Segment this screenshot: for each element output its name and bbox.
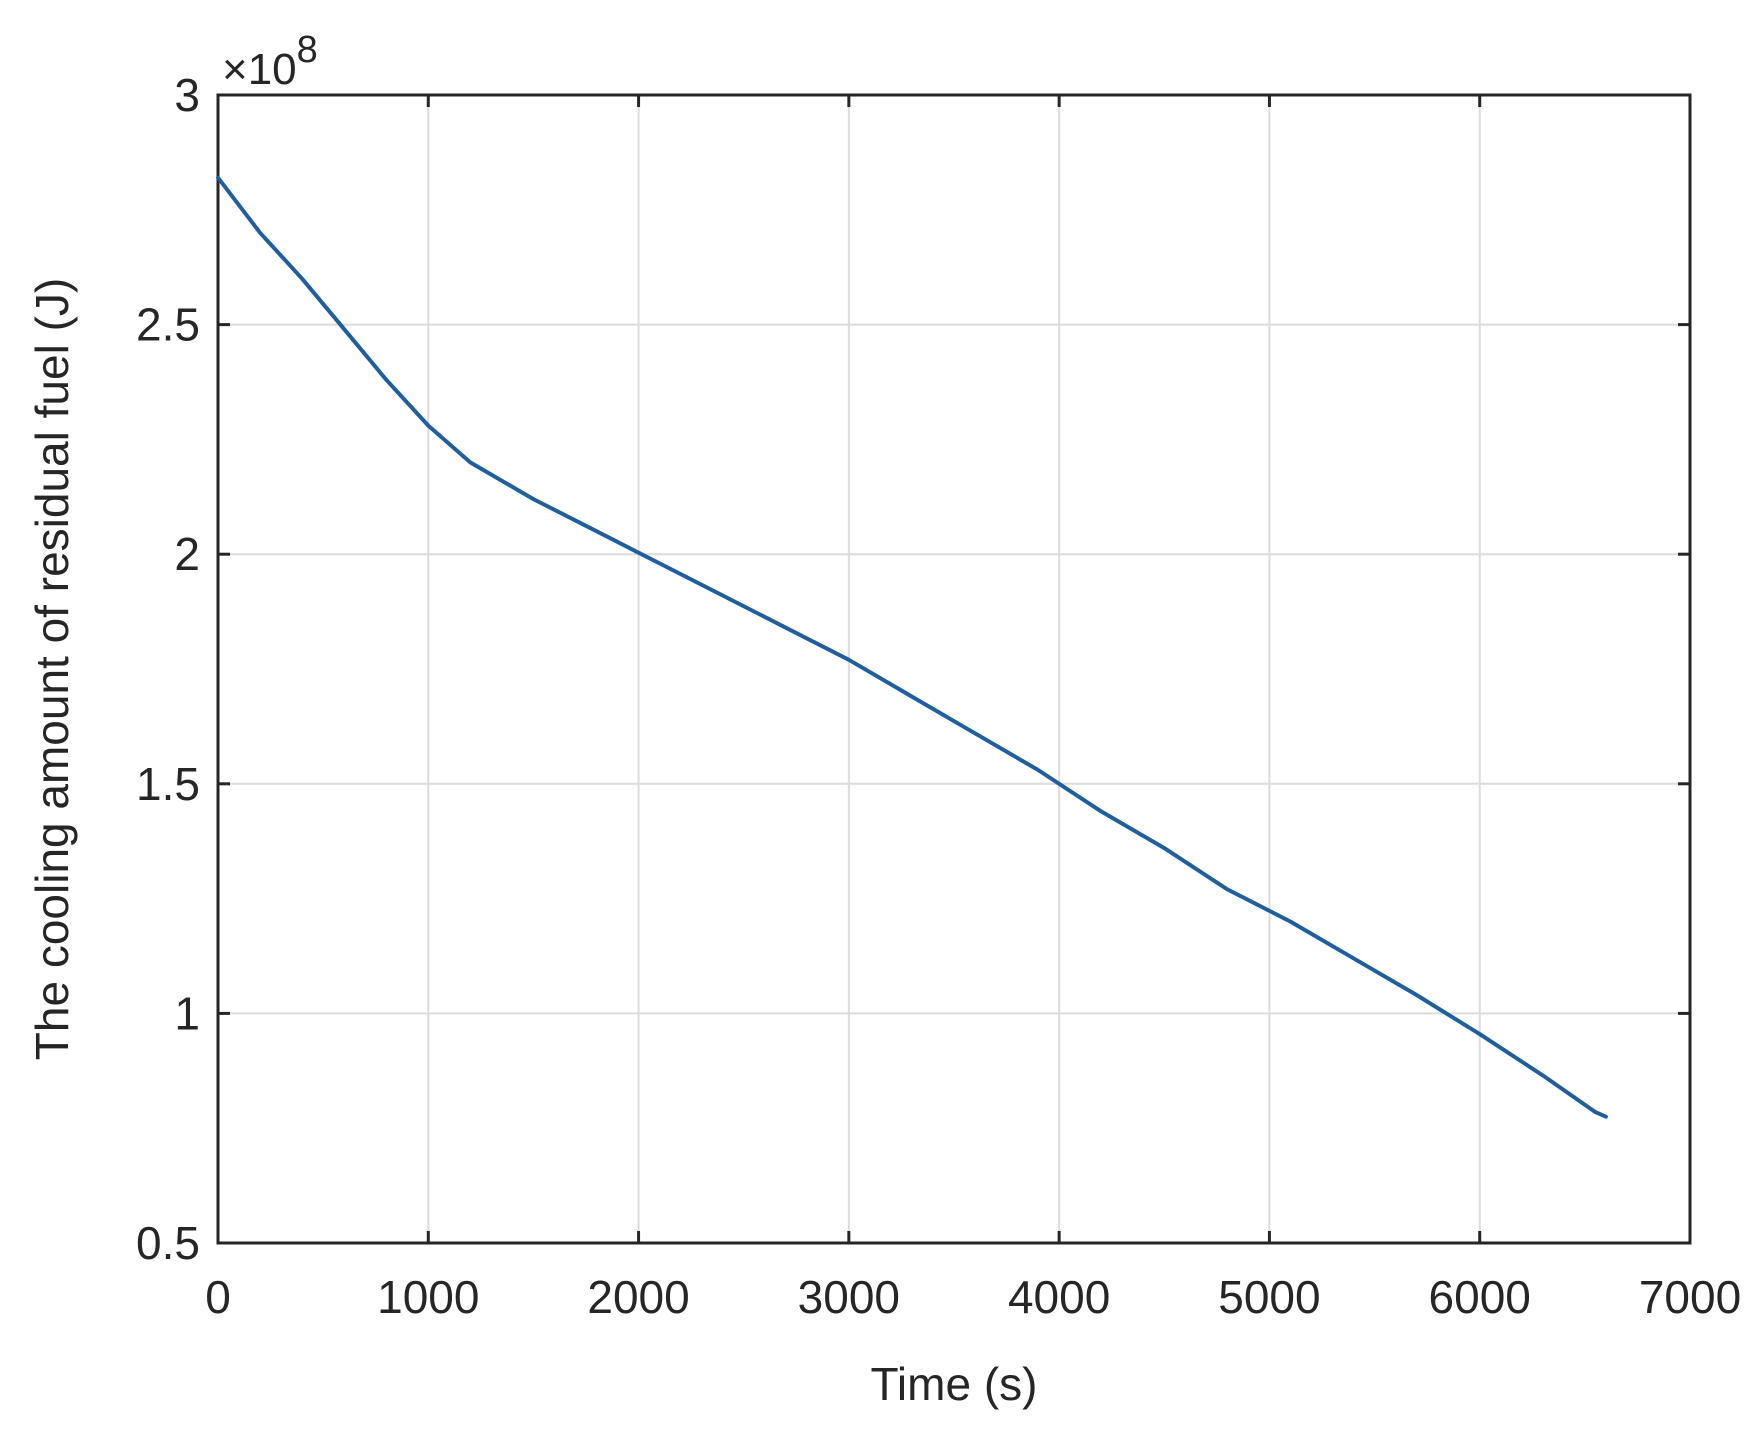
x-tick-label: 4000 (1008, 1271, 1110, 1323)
y-axis-title: The cooling amount of residual fuel (J) (26, 278, 78, 1060)
x-tick-label: 3000 (798, 1271, 900, 1323)
x-tick-label: 6000 (1429, 1271, 1531, 1323)
y-tick-labels: 0.5 1 1.5 2 2.5 3 (136, 69, 200, 1269)
y-tick-label: 1 (174, 987, 200, 1039)
x-tick-labels: 0 1000 2000 3000 4000 5000 6000 7000 (205, 1271, 1741, 1323)
grid-lines (218, 95, 1690, 1243)
series-line (216, 175, 1608, 1119)
x-tick-label: 1000 (377, 1271, 479, 1323)
series-layer (216, 175, 1608, 1119)
y-tick-label: 1.5 (136, 758, 200, 810)
x-tick-label: 5000 (1218, 1271, 1320, 1323)
y-axis-exponent: ×108 (222, 29, 318, 94)
plot-area-frame (216, 93, 1692, 1245)
axis-ticks (216, 93, 1692, 1245)
y-exponent-power: 8 (297, 29, 318, 71)
x-tick-label: 0 (205, 1271, 231, 1323)
y-tick-label: 2 (174, 528, 200, 580)
y-tick-label: 0.5 (136, 1217, 200, 1269)
y-exponent-base: ×10 (222, 45, 297, 94)
y-tick-label: 3 (174, 69, 200, 121)
y-tick-label: 2.5 (136, 299, 200, 351)
x-axis-title: Time (s) (871, 1358, 1038, 1410)
x-tick-label: 7000 (1639, 1271, 1741, 1323)
x-tick-label: 2000 (587, 1271, 689, 1323)
